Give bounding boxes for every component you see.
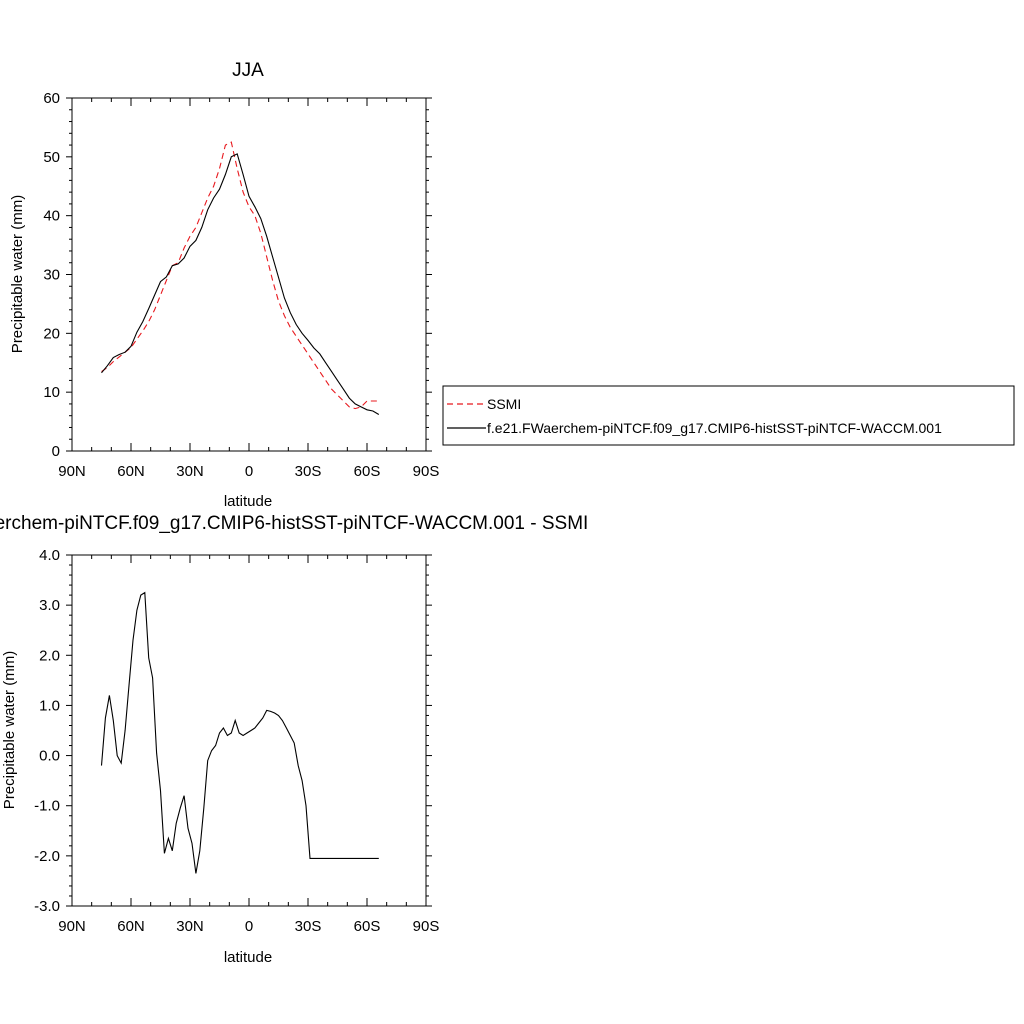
x-tick-label: 60N [117, 918, 145, 935]
chart-2-y-tick-labels: -3.0 -2.0 -1.0 0.0 1.0 2.0 3.0 4.0 [34, 547, 60, 915]
y-tick-label: 0.0 [39, 748, 60, 765]
chart-2-series [100, 591, 379, 874]
chart-2-x-axis-label: latitude [224, 949, 272, 966]
chart-1-title: JJA [232, 60, 264, 81]
series-line-model [101, 153, 380, 415]
x-tick-label: 0 [245, 463, 253, 480]
y-tick-label: -1.0 [34, 798, 60, 815]
x-tick-label: 30S [295, 918, 322, 935]
chart-2-title: f.e21.FWaerchem-piNTCF.f09_g17.CMIP6-his… [0, 513, 588, 534]
y-tick-label: 50 [43, 149, 60, 166]
x-tick-label: 60S [354, 463, 381, 480]
x-tick-label: 90N [58, 918, 86, 935]
x-tick-label: 0 [245, 918, 253, 935]
y-tick-label: 3.0 [39, 597, 60, 614]
chart-1-y-axis-label: Precipitable water (mm) [9, 195, 26, 353]
legend-label-ssmi: SSMI [487, 396, 521, 412]
x-tick-label: 30N [176, 463, 204, 480]
y-tick-label: 4.0 [39, 547, 60, 564]
x-tick-label: 60N [117, 463, 145, 480]
x-tick-label: 30S [295, 463, 322, 480]
chart-1-y-tick-labels: 0 10 20 30 40 50 60 [43, 90, 60, 460]
x-tick-label: 90N [58, 463, 86, 480]
panel-1: JJA 90N 60N 30N 0 30S 60S 90S 0 10 20 30 40 50 60 la… [9, 60, 1015, 510]
y-tick-label: 30 [43, 267, 60, 284]
series-line-ssmi [101, 141, 379, 410]
chart-1-x-axis-label: latitude [224, 493, 272, 510]
chart-2-y-axis-label: Precipitable water (mm) [1, 651, 18, 809]
y-tick-label: 10 [43, 384, 60, 401]
y-tick-label: 40 [43, 208, 60, 225]
x-tick-label: 90S [413, 463, 440, 480]
x-tick-label: 60S [354, 918, 381, 935]
y-tick-label: -3.0 [34, 898, 60, 915]
y-tick-label: 60 [43, 90, 60, 107]
y-tick-label: 0 [52, 443, 60, 460]
series-line-difference [100, 591, 379, 874]
legend-box [442, 385, 1015, 446]
panel-2: f.e21.FWaerchem-piNTCF.f09_g17.CMIP6-his… [0, 513, 588, 966]
chart-1-plot-frame [71, 97, 427, 452]
y-tick-label: 20 [43, 325, 60, 342]
chart-2-ticks [66, 554, 432, 907]
y-tick-label: 2.0 [39, 647, 60, 664]
x-tick-label: 30N [176, 918, 204, 935]
y-tick-label: 1.0 [39, 697, 60, 714]
chart-2-x-tick-labels: 90N 60N 30N 0 30S 60S 90S [58, 918, 439, 935]
y-tick-label: -2.0 [34, 848, 60, 865]
chart-1-ticks [66, 97, 432, 452]
legend-label-model: f.e21.FWaerchem-piNTCF.f09_g17.CMIP6-his… [487, 420, 942, 436]
chart-1-legend: SSMI f.e21.FWaerchem-piNTCF.f09_g17.CMIP… [442, 385, 1015, 446]
x-tick-label: 90S [413, 918, 440, 935]
chart-1-series [101, 141, 380, 415]
chart-1-x-tick-labels: 90N 60N 30N 0 30S 60S 90S [58, 463, 439, 480]
